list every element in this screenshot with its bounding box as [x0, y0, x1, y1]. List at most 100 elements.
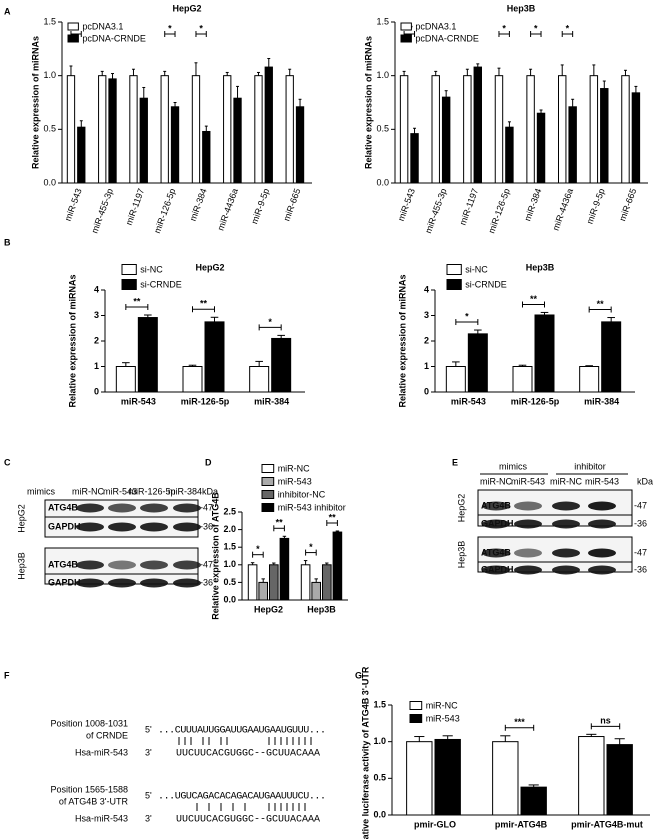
blot-band [140, 503, 168, 513]
size-label: -36 [200, 577, 213, 587]
chart-title: Hep3B [526, 262, 555, 272]
y-tick-label: 1.0 [373, 736, 386, 746]
cell-label: HepG2 [16, 504, 26, 533]
y-tick-label: 0 [94, 386, 99, 396]
lane-label: miR-543 [103, 486, 137, 496]
bar [558, 75, 567, 184]
bar [579, 366, 600, 393]
bar [463, 75, 472, 184]
bar [160, 75, 169, 184]
bar [311, 581, 321, 601]
x-tick-label: miR-455-3p [423, 187, 448, 235]
y-tick-label: 0.5 [43, 124, 56, 134]
blot-band [514, 519, 542, 529]
blot-band [76, 578, 104, 588]
panel-label: E [452, 457, 458, 467]
blot-band [552, 548, 580, 558]
bar [115, 366, 136, 393]
x-tick-label: Hep3B [307, 604, 336, 614]
bar [406, 741, 433, 816]
legend-swatch [446, 279, 462, 290]
panel-label: D [205, 457, 212, 467]
x-tick-label: miR-384 [254, 396, 289, 406]
bar [621, 75, 630, 184]
bar [129, 75, 138, 184]
y-tick-label: 0.0 [43, 177, 56, 187]
bar [204, 321, 225, 393]
y-axis-label: Relative expression of ATG4B [210, 492, 220, 620]
sig-label: * [502, 23, 506, 33]
legend-label: si-CRNDE [465, 279, 507, 289]
bar [631, 92, 641, 184]
sig-label: ** [200, 299, 208, 309]
blot-band [482, 548, 510, 558]
legend-label: pcDNA3.1 [415, 21, 456, 31]
bar [322, 564, 332, 601]
lane-label: miR-126-5p [128, 486, 175, 496]
x-tick-label: pmir-GLO [414, 819, 456, 829]
x-tick-label: miR-455-3p [90, 187, 115, 235]
y-tick-label: 1.5 [373, 699, 386, 709]
blot-band [482, 519, 510, 529]
bar [467, 333, 488, 393]
legend-swatch [409, 714, 423, 723]
position-label: Position 1565-1588 [50, 784, 128, 794]
blot-band [552, 519, 580, 529]
y-tick-label: 1.5 [223, 542, 236, 552]
blot-band [552, 565, 580, 575]
blot-band [173, 522, 201, 532]
y-axis-label: Relative expression of miRNAs [363, 36, 373, 169]
y-tick-label: 2.5 [223, 506, 236, 516]
sig-label: * [268, 317, 272, 327]
blot-band [76, 560, 104, 570]
legend-swatch [400, 22, 412, 31]
legend-label: miR-NC [278, 463, 310, 473]
y-tick-label: 1.0 [223, 559, 236, 569]
blot-band [76, 503, 104, 513]
panel-label: F [4, 670, 10, 680]
bar [279, 537, 290, 601]
legend-swatch [121, 279, 137, 290]
bar [410, 133, 419, 184]
bar [98, 75, 107, 184]
x-tick-label: miR-543 [121, 396, 156, 406]
lane-label: miR-NC [480, 476, 512, 486]
y-tick-label: 1.5 [376, 16, 389, 26]
cell-label: Hep3B [16, 552, 26, 580]
x-tick-label: miR-126-5p [181, 396, 230, 406]
y-tick-label: 3 [94, 310, 99, 320]
bar [536, 112, 546, 184]
blot-band [552, 501, 580, 511]
bar [137, 317, 158, 393]
blot-band [140, 560, 168, 570]
y-tick-label: 0.5 [373, 773, 386, 783]
x-tick-label: miR-9-5p [585, 187, 607, 225]
bar [473, 66, 482, 184]
cell-label: HepG2 [456, 494, 466, 523]
chart-title: HepG2 [195, 262, 224, 272]
legend-swatch [446, 264, 462, 275]
legend-label: si-NC [140, 264, 163, 274]
y-tick-label: 0 [424, 386, 429, 396]
target-seq: ...CUUUAUUGGAUUGAAUGAAUGUUU... [158, 726, 326, 737]
mirna-label: Hsa-miR-543 [75, 747, 128, 757]
legend-swatch [400, 34, 412, 43]
blot-band [514, 565, 542, 575]
bar [332, 531, 343, 601]
bar [441, 96, 451, 184]
lane-label: miR-384 [168, 486, 202, 496]
bar [601, 321, 622, 393]
sig-label: ** [276, 518, 284, 528]
bar [285, 75, 294, 184]
bar [295, 106, 305, 184]
y-tick-label: 0.5 [376, 124, 389, 134]
strand-end: 5' [145, 790, 152, 800]
bar [568, 106, 577, 184]
blot-band [588, 565, 616, 575]
bar [534, 314, 555, 393]
y-tick-label: 1 [94, 361, 99, 371]
x-tick-label: miR-9-5p [249, 187, 271, 225]
blot-band [514, 548, 542, 558]
